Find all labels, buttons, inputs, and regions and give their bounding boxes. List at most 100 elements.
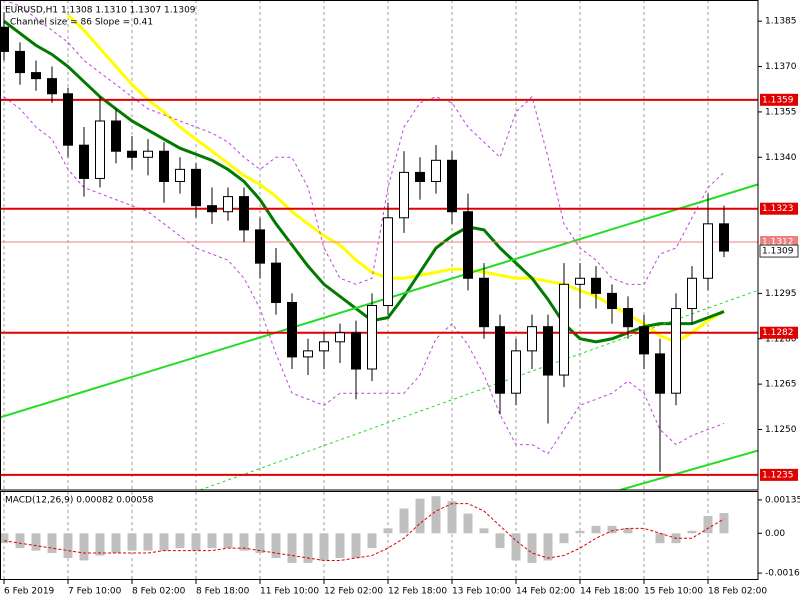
x-tick-label: 14 Feb 02:00: [516, 587, 575, 597]
macd-bar: [319, 533, 329, 561]
candle-body: [95, 120, 105, 179]
y-tick-label: 1.1340: [765, 153, 797, 163]
x-tick-label: 7 Feb 10:00: [68, 587, 122, 597]
macd-bar: [287, 533, 297, 563]
macd-bar: [303, 533, 313, 563]
candle-body: [367, 304, 377, 370]
macd-bar: [271, 533, 281, 558]
candle-body: [191, 168, 201, 207]
envelope-line: [3, 96, 725, 455]
macd-bar: [15, 533, 25, 549]
candle-body: [463, 211, 473, 279]
candle-body: [0, 26, 9, 52]
x-tick-label: 14 Feb 18:00: [580, 587, 639, 597]
y-tick-label: 1.1370: [765, 62, 797, 72]
candle-body: [383, 217, 393, 306]
candle-body: [447, 159, 457, 213]
level-label: 1.1359: [762, 95, 794, 105]
macd-signal: [3, 503, 725, 561]
candle-body: [415, 171, 425, 182]
candle-body: [527, 326, 537, 352]
candle-body: [431, 159, 441, 182]
y-tick-label: -0.00161: [765, 569, 800, 579]
level-label: 1.1235: [762, 470, 794, 480]
price-frame: [0, 0, 759, 491]
candle-body: [175, 168, 185, 182]
candle-body: [303, 350, 313, 358]
level-label-box: [760, 468, 798, 481]
trend-line: [0, 183, 758, 419]
macd-bar: [655, 533, 665, 544]
macd-bar: [175, 533, 185, 549]
trend-line: [619, 449, 758, 490]
macd-bar: [47, 533, 57, 554]
macd-bar: [79, 533, 89, 561]
macd-title: MACD(12,26,9) 0.00082 0.00058: [5, 496, 154, 506]
candle-body: [287, 301, 297, 358]
candle-body: [79, 144, 89, 179]
macd-bar: [223, 533, 233, 549]
price-panel: [0, 0, 758, 490]
candle-body: [47, 78, 57, 95]
candle-body: [207, 205, 217, 213]
candle-body: [623, 308, 633, 328]
x-tick-label: 12 Feb 18:00: [388, 587, 447, 597]
candle-body: [591, 277, 601, 294]
candle-body: [543, 326, 553, 376]
candle-body: [271, 262, 281, 303]
x-tick-label: 6 Feb 2019: [4, 587, 55, 597]
x-tick-label: 8 Feb 02:00: [132, 587, 186, 597]
candle-body: [15, 50, 25, 74]
bid-label-box: [759, 244, 799, 258]
macd-bar: [367, 533, 377, 549]
macd-bar: [495, 533, 505, 549]
x-tick-label: 13 Feb 10:00: [452, 587, 511, 597]
level-label: 1.1323: [762, 204, 794, 214]
macd-bar: [191, 533, 201, 551]
candle-body: [239, 196, 249, 231]
candle-body: [575, 277, 585, 285]
y-tick-label: 1.1295: [765, 289, 797, 299]
candle-body: [399, 171, 409, 219]
macd-bar: [143, 533, 153, 551]
x-tick-label: 18 Feb 02:00: [708, 587, 767, 597]
macd-bar: [95, 533, 105, 556]
macd-bar: [703, 515, 713, 534]
y-tick-label: 1.1265: [765, 380, 797, 390]
macd-bar: [383, 528, 393, 534]
candle-body: [127, 150, 137, 158]
candle-body: [319, 341, 329, 352]
candle-body: [255, 229, 265, 264]
macd-bar: [239, 533, 249, 551]
envelope-line: [3, 0, 725, 285]
candle-body: [655, 353, 665, 394]
y-tick-label: 1.1280: [765, 334, 797, 344]
ask-label: 1.1312: [762, 237, 794, 247]
macd-bar: [255, 533, 265, 554]
macd-bar: [415, 498, 425, 534]
candle-body: [719, 223, 729, 252]
macd-bar: [127, 533, 137, 551]
y-tick-label: 0.00135: [765, 495, 800, 505]
y-tick-label: 1.1355: [765, 107, 797, 117]
moving-average: [3, 19, 725, 344]
macd-bar: [351, 533, 361, 558]
level-label-box: [760, 93, 798, 106]
macd-bar: [399, 508, 409, 534]
macd-bar: [511, 533, 521, 561]
macd-bar: [607, 525, 617, 534]
macd-bar: [111, 533, 121, 554]
macd-frame: [0, 491, 759, 580]
candle-body: [223, 196, 233, 213]
bid-label: 1.1309: [762, 247, 794, 257]
macd-bar: [479, 528, 489, 534]
macd-bar: [335, 533, 345, 558]
macd-bar: [431, 496, 441, 534]
macd-bar: [527, 533, 537, 563]
level-label-box: [760, 326, 798, 339]
macd-bar: [447, 501, 457, 534]
level-label: 1.1282: [762, 328, 794, 338]
